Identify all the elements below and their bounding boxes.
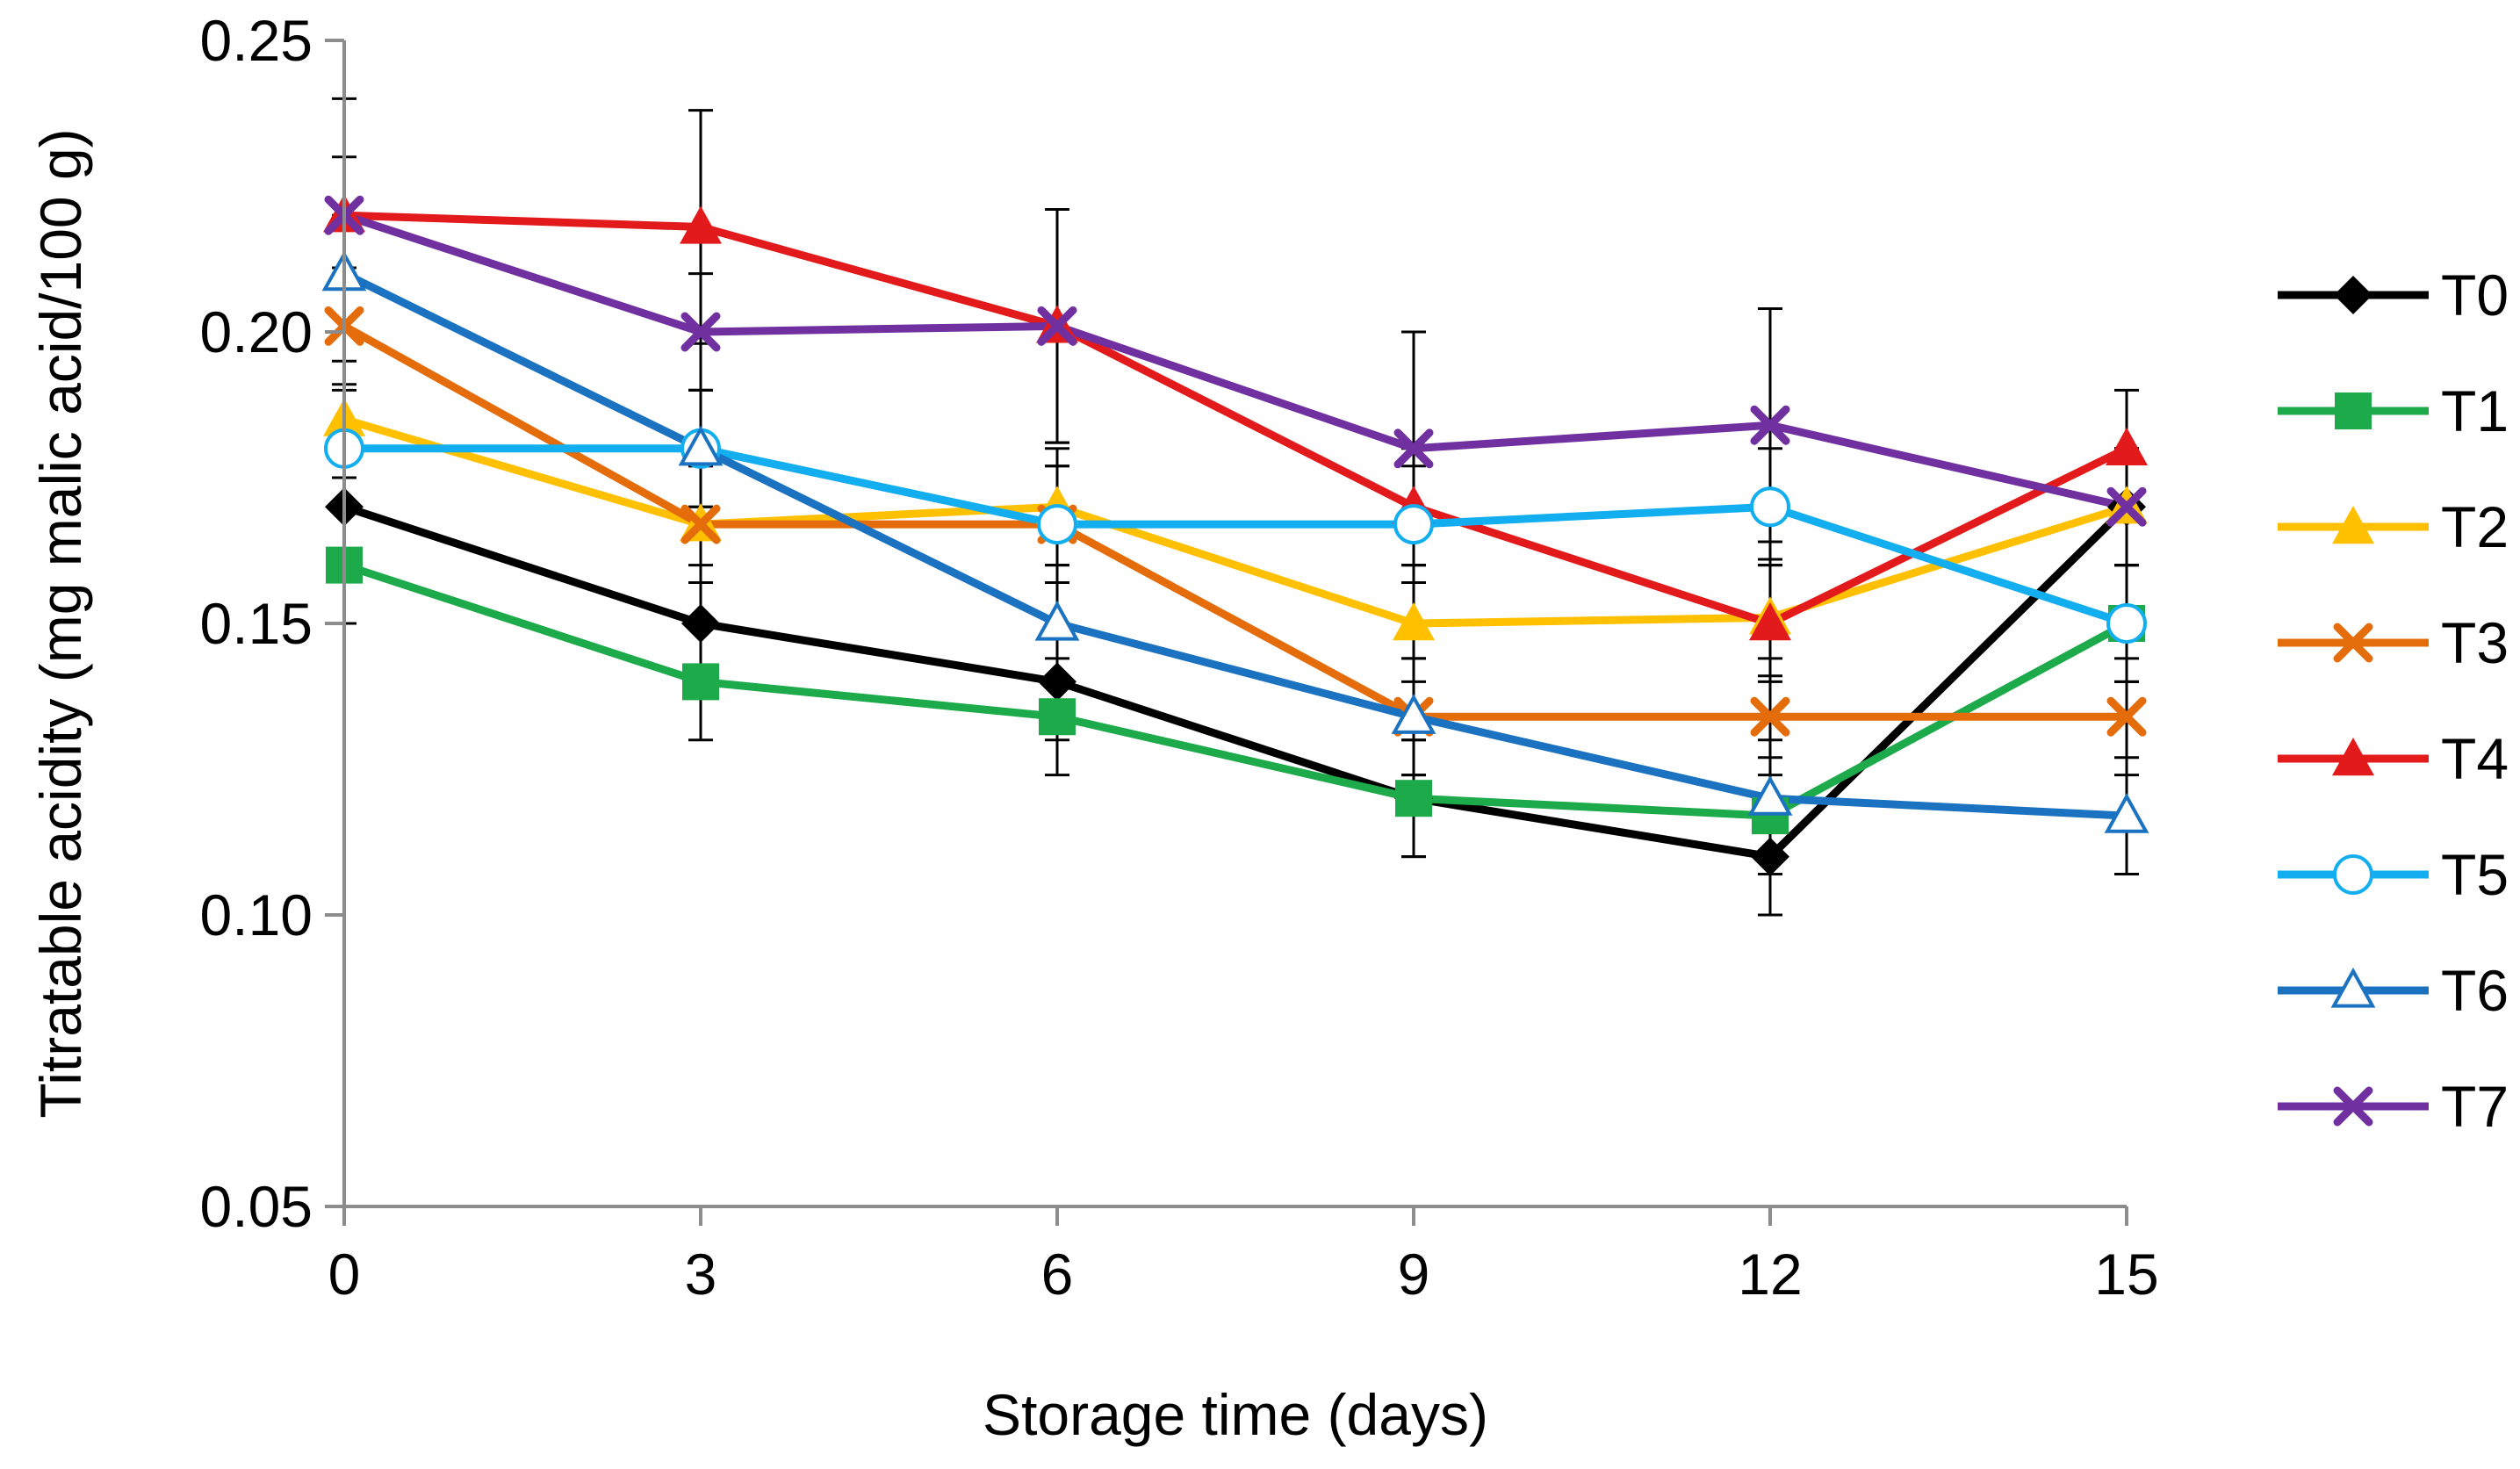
y-tick-label: 0.25 xyxy=(200,8,313,73)
series-line-t7 xyxy=(342,211,2128,511)
tick-labels: 0.05 0.10 0.15 0.20 0.25 0 3 6 9 12 15 xyxy=(200,8,2159,1307)
point-t7 xyxy=(1393,428,1434,469)
y-tick-label: 0.10 xyxy=(200,882,313,947)
point-t5 xyxy=(1750,486,1790,528)
point-t6 xyxy=(1034,600,1080,641)
legend-label: T4 xyxy=(2441,726,2509,791)
legend-item-t0: T0 xyxy=(2278,263,2509,328)
point-t6 xyxy=(2104,793,2149,833)
series-line-t5 xyxy=(344,444,2128,628)
point-t7 xyxy=(1750,405,1790,445)
series-line-t1 xyxy=(342,561,2129,820)
point-t4 xyxy=(1749,602,1791,641)
point-t4 xyxy=(680,205,722,244)
point-t6 xyxy=(1391,694,1436,734)
y-axis-title: Titratable acidity (mg malic acid/100 g) xyxy=(28,128,93,1118)
legend-marker xyxy=(2332,738,2374,776)
y-tick-label: 0.20 xyxy=(200,299,313,364)
point-t5 xyxy=(2106,603,2147,644)
legend-item-t3: T3 xyxy=(2278,610,2509,675)
x-tick-label: 15 xyxy=(2094,1242,2158,1307)
series-line-t2 xyxy=(342,415,2128,628)
legend-label: T5 xyxy=(2441,842,2509,907)
legend-marker xyxy=(2333,854,2373,895)
legend-item-t5: T5 xyxy=(2278,842,2509,907)
legend-label: T3 xyxy=(2441,610,2509,675)
legend-marker xyxy=(2330,967,2376,1008)
x-axis-title: Storage time (days) xyxy=(983,1382,1488,1447)
point-t5 xyxy=(1037,504,1077,545)
point-t7 xyxy=(2106,486,2147,527)
x-tick-label: 9 xyxy=(1398,1242,1430,1307)
legend-marker xyxy=(2335,392,2372,429)
y-tick-label: 0.05 xyxy=(200,1174,313,1239)
point-t5 xyxy=(1393,504,1434,545)
legend-marker xyxy=(2333,1086,2373,1127)
series-lines xyxy=(342,211,2130,861)
legend: T0 T1 T2 T3 T4 T5 T6 T7 xyxy=(2278,263,2509,1139)
legend-label: T2 xyxy=(2441,494,2509,559)
series-line-t3 xyxy=(342,322,2127,721)
legend-label: T1 xyxy=(2441,378,2509,443)
legend-label: T6 xyxy=(2441,958,2509,1023)
legend-marker xyxy=(2333,623,2373,663)
point-t2 xyxy=(1393,602,1435,641)
x-tick-label: 3 xyxy=(685,1242,717,1307)
y-tick-label: 0.15 xyxy=(200,591,313,656)
legend-marker xyxy=(2332,506,2374,544)
point-t1 xyxy=(1395,780,1432,817)
legend-label: T7 xyxy=(2441,1074,2509,1139)
point-t6 xyxy=(1747,775,1793,816)
legend-marker xyxy=(2334,276,2372,314)
x-tick-label: 6 xyxy=(1041,1242,1074,1307)
x-tick-label: 0 xyxy=(328,1242,361,1307)
legend-item-t4: T4 xyxy=(2278,726,2509,791)
point-t6 xyxy=(678,425,724,466)
point-t3 xyxy=(680,504,721,544)
legend-item-t2: T2 xyxy=(2278,494,2509,559)
legend-item-t6: T6 xyxy=(2278,958,2509,1023)
point-t4 xyxy=(2106,427,2148,465)
point-t0 xyxy=(681,604,720,643)
point-t3 xyxy=(2106,696,2147,737)
point-t7 xyxy=(680,312,721,352)
legend-label: T0 xyxy=(2441,263,2509,328)
point-t0 xyxy=(1751,837,1789,876)
legend-item-t7: T7 xyxy=(2278,1074,2509,1139)
series-line-t6 xyxy=(342,270,2128,820)
legend-item-t1: T1 xyxy=(2278,378,2509,443)
point-t1 xyxy=(1039,698,1076,736)
x-tick-label: 12 xyxy=(1738,1242,1802,1307)
axes xyxy=(325,39,2128,1226)
point-t0 xyxy=(1038,662,1076,702)
point-t3 xyxy=(1750,696,1790,737)
point-t1 xyxy=(682,663,719,701)
series-line-t4 xyxy=(343,211,2128,628)
point-t7 xyxy=(1037,306,1077,346)
